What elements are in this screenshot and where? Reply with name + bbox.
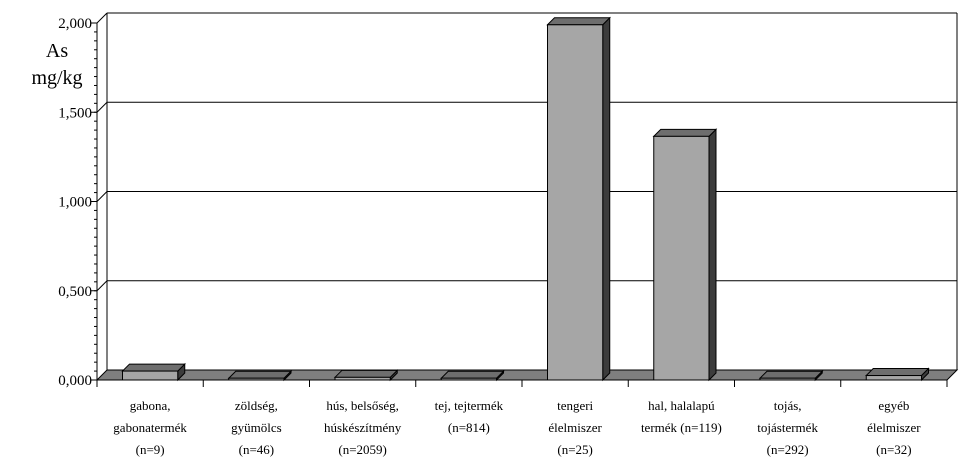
bar-front <box>440 377 497 381</box>
bar-front <box>759 377 816 381</box>
bar-front <box>653 135 710 381</box>
gridlines <box>96 12 958 370</box>
bar-front <box>865 375 922 381</box>
x-category-label-line: (n=46) <box>239 442 275 457</box>
y-tick-label: 2,000 <box>58 16 92 32</box>
floor-plane <box>95 369 959 381</box>
bar-front <box>122 370 179 381</box>
x-category-label-line: tengeri <box>557 398 593 413</box>
y-tick-label: 1,500 <box>58 105 92 121</box>
bar <box>758 370 824 382</box>
bar-side <box>708 128 717 382</box>
x-category-label: tej, tejtermék (n=814) <box>435 398 504 435</box>
x-category-label-line: gabonatermék <box>113 420 187 435</box>
bar-top <box>333 369 399 378</box>
x-category-label-line: tej, tejtermék <box>435 398 504 413</box>
y-tick-label: 0,500 <box>58 284 92 300</box>
x-category-label-line: hús, belsőség, <box>326 398 399 413</box>
x-category-label: hal, halalapú termék (n=119) <box>641 398 722 435</box>
x-category-label-line: gabona, <box>130 398 171 413</box>
x-category-label-line: (n=9) <box>136 442 165 457</box>
axis-top-slant <box>96 12 108 24</box>
bar-top <box>440 370 505 379</box>
y-tick-label: 1,000 <box>58 195 92 211</box>
x-category-labels: gabona, gabonatermék (n=9) zöldség, gyümölcs… <box>113 398 921 457</box>
x-category-label: tojás, tojástermék (n=292) <box>757 398 818 457</box>
x-category-label-line: tojástermék <box>757 420 818 435</box>
bar <box>865 367 930 382</box>
bar-top <box>546 17 611 26</box>
x-category-label: gabona, gabonatermék (n=9) <box>113 398 187 457</box>
y-axis-label-line-1: As <box>46 40 68 62</box>
x-category-label-line: zöldség, <box>235 398 278 413</box>
gridline-slant <box>96 101 108 113</box>
bar <box>546 16 611 382</box>
x-category-label: egyéb élelmiszer (n=32) <box>867 398 921 457</box>
bar-top <box>758 370 824 379</box>
y-tick-labels: 0,000 0,500 1,000 1,500 2,000 <box>58 16 92 389</box>
bar-top <box>227 370 293 379</box>
bar-side <box>602 16 611 382</box>
bar-front <box>228 377 285 381</box>
gridline-slant <box>96 191 108 202</box>
x-category-label-line: (n=292) <box>767 442 809 457</box>
x-category-label: tengeri élelmiszer (n=25) <box>548 398 602 457</box>
x-category-label-line: gyümölcs <box>231 420 282 435</box>
x-category-label-line: hal, halalapú <box>648 398 715 413</box>
y-tick-label: 0,000 <box>58 373 92 389</box>
x-category-label-line: húskészítmény <box>324 420 402 435</box>
bar <box>652 128 718 382</box>
gridline-slant <box>96 280 108 292</box>
x-category-label-line: élelmiszer <box>867 420 921 435</box>
x-category-label-line: egyéb <box>878 398 909 413</box>
bar-top <box>865 368 930 377</box>
x-category-label-line: tojás, <box>774 398 802 413</box>
x-category-label: hús, belsőség, húskészítmény (n=2059) <box>324 398 402 457</box>
y-axis <box>91 12 948 387</box>
bars <box>121 16 930 382</box>
x-category-label-line: élelmiszer <box>548 420 602 435</box>
bar-front <box>547 24 604 381</box>
bar <box>333 369 399 382</box>
bar-top <box>652 128 718 137</box>
x-category-label: zöldség, gyümölcs (n=46) <box>231 398 282 457</box>
bar <box>227 370 293 382</box>
x-category-label-line: (n=32) <box>876 442 912 457</box>
chart-floor <box>95 369 959 381</box>
x-category-label-line: (n=814) <box>448 420 490 435</box>
bar <box>121 362 186 382</box>
bar-front <box>334 376 391 381</box>
x-category-label-line: (n=25) <box>557 442 593 457</box>
x-category-label-line: (n=2059) <box>338 442 387 457</box>
bar-top <box>121 363 186 372</box>
y-axis-label-line-2: mg/kg <box>31 67 82 89</box>
x-category-label-line: termék (n=119) <box>641 420 722 435</box>
bar <box>440 370 505 382</box>
